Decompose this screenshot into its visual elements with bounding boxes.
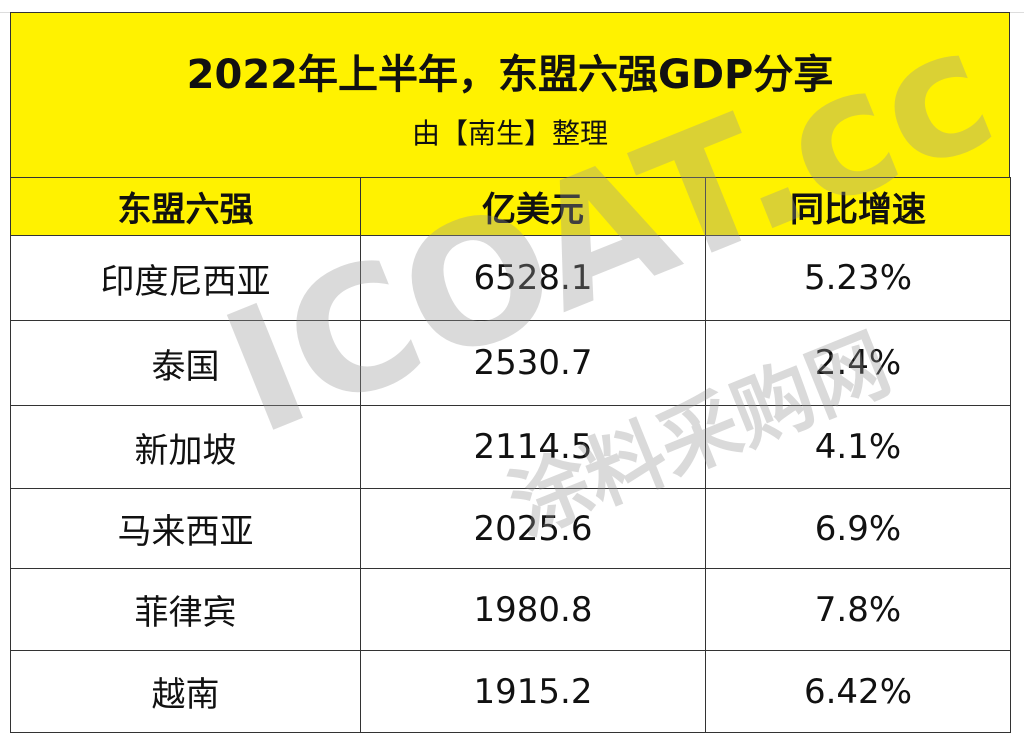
table-cell: 6528.1 bbox=[360, 235, 706, 321]
column-header: 东盟六强 bbox=[10, 177, 361, 236]
table-cell: 泰国 bbox=[10, 320, 361, 406]
table-cell: 2.4% bbox=[705, 320, 1011, 406]
table-cell: 1980.8 bbox=[360, 568, 706, 651]
title-cell bbox=[10, 12, 1010, 178]
table-cell: 2530.7 bbox=[360, 320, 706, 406]
table-cell: 新加坡 bbox=[10, 405, 361, 489]
column-header: 同比增速 bbox=[705, 177, 1011, 236]
table-cell: 4.1% bbox=[705, 405, 1011, 489]
table-cell: 6.42% bbox=[705, 650, 1011, 733]
table-cell: 2114.5 bbox=[360, 405, 706, 489]
table-cell: 马来西亚 bbox=[10, 488, 361, 569]
table-cell: 越南 bbox=[10, 650, 361, 733]
table-cell: 菲律宾 bbox=[10, 568, 361, 651]
table-cell: 5.23% bbox=[705, 235, 1011, 321]
table-cell: 印度尼西亚 bbox=[10, 235, 361, 321]
table-cell: 2025.6 bbox=[360, 488, 706, 569]
subtitle: 由【南生】整理 bbox=[411, 117, 608, 150]
table-cell: 1915.2 bbox=[360, 650, 706, 733]
table-cell: 6.9% bbox=[705, 488, 1011, 569]
column-header: 亿美元 bbox=[360, 177, 706, 236]
title: 2022年上半年，东盟六强GDP分享 bbox=[186, 52, 834, 98]
table-cell: 7.8% bbox=[705, 568, 1011, 651]
